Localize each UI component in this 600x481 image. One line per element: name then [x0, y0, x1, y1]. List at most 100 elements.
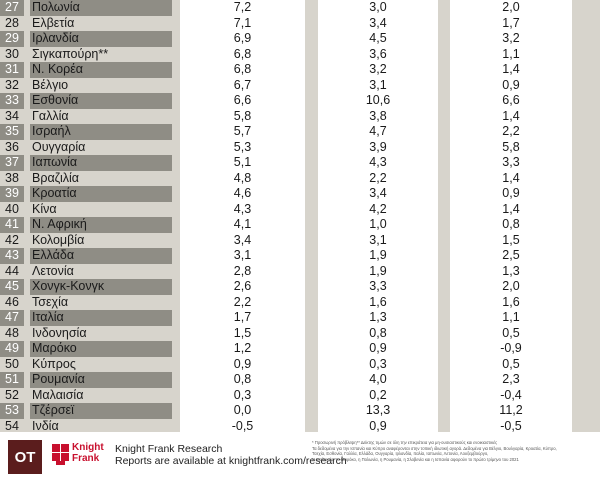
- value-2-cell: 1,9: [369, 263, 387, 278]
- value-1-cell: 4,1: [233, 217, 252, 231]
- table-row: 45 Χονγκ-Κονγκ 2,6 3,3 2,0: [0, 279, 600, 295]
- table-row: 31 Ν. Κορέα 6,8 3,2 1,4: [0, 62, 600, 78]
- table-row: 50 Κύπρος 0,9 0,3 0,5: [0, 357, 600, 373]
- table-row: 52 Μαλαισία 0,3 0,2 -0,4: [0, 388, 600, 404]
- value-2-cell: 1,9: [369, 248, 387, 262]
- rank-cell: 49: [0, 341, 24, 357]
- table-row: 30 Σιγκαπούρη** 6,8 3,6 1,1: [0, 47, 600, 63]
- value-3-cell: -0,5: [500, 418, 522, 433]
- value-1-cell: 5,3: [233, 139, 252, 154]
- value-3-cell: 0,5: [502, 356, 520, 371]
- table-row: 39 Κροατία 4,6 3,4 0,9: [0, 186, 600, 202]
- rank-cell: 52: [5, 387, 19, 402]
- value-1-cell: 1,2: [233, 341, 252, 355]
- value-1-cell: 3,1: [233, 248, 252, 262]
- value-3-cell: 1,1: [502, 46, 520, 61]
- value-3-cell: 2,0: [502, 0, 520, 14]
- value-3-cell: 5,8: [502, 139, 520, 154]
- country-cell: Ιρλανδία: [30, 31, 172, 47]
- knight-frank-mark-icon: [52, 444, 69, 465]
- value-3-cell: 1,4: [502, 108, 520, 123]
- reports-line: Reports are available at knightfrank.com…: [115, 455, 347, 467]
- value-2-cell: 3,3: [369, 279, 387, 293]
- value-2-cell: 1,0: [369, 217, 387, 231]
- value-1-cell: 0,8: [233, 372, 252, 386]
- value-1-cell: 5,1: [233, 155, 252, 169]
- value-1-cell: 1,5: [233, 325, 252, 340]
- value-1-cell: 5,7: [233, 124, 252, 138]
- value-1-cell: -0,5: [231, 418, 254, 433]
- country-cell: Κύπρος: [32, 356, 76, 371]
- column-stripe-1: [180, 0, 305, 432]
- country-cell: Τζέρσεϊ: [30, 403, 172, 419]
- rank-cell: 27: [0, 0, 24, 16]
- ot-logo: OT: [8, 440, 42, 474]
- value-2-cell: 3,1: [369, 77, 387, 92]
- value-1-cell: 6,6: [233, 93, 252, 107]
- rank-cell: 44: [5, 263, 19, 278]
- value-2-cell: 0,8: [369, 325, 387, 340]
- country-cell: Κροατία: [30, 186, 172, 202]
- rank-cell: 38: [5, 170, 19, 185]
- footnote-line: Τα δεδομένα για την Ισπανία και Κύπρο αν…: [312, 445, 557, 451]
- value-3-cell: 2,3: [502, 372, 520, 386]
- knight-frank-wordmark: Knight Frank: [72, 442, 104, 464]
- rank-cell: 31: [0, 62, 24, 78]
- value-1-cell: 2,6: [233, 279, 252, 293]
- country-cell: Κολομβία: [32, 232, 85, 247]
- footnote-line: * Προσωρινή πρόβλεψη** Δείκτης τιμών σε …: [312, 440, 498, 445]
- table-row: 53 Τζέρσεϊ 0,0 13,3 11,2: [0, 403, 600, 419]
- country-cell: Γαλλία: [32, 108, 69, 123]
- table-row: 51 Ρουμανία 0,8 4,0 2,3: [0, 372, 600, 388]
- value-3-cell: 1,3: [502, 263, 520, 278]
- country-cell: Ιταλία: [30, 310, 172, 326]
- country-cell: Ινδονησία: [32, 325, 87, 340]
- value-3-cell: 1,7: [502, 15, 520, 30]
- value-3-cell: 6,6: [502, 93, 520, 107]
- table-row: 34 Γαλλία 5,8 3,8 1,4: [0, 109, 600, 125]
- country-cell: Κίνα: [32, 201, 57, 216]
- country-cell: Σιγκαπούρη**: [32, 46, 109, 61]
- value-1-cell: 6,7: [233, 77, 252, 92]
- country-cell: Ελλάδα: [30, 248, 172, 264]
- rank-cell: 53: [0, 403, 24, 419]
- rank-cell: 48: [5, 325, 19, 340]
- rank-cell: 46: [5, 294, 19, 309]
- rank-cell: 50: [5, 356, 19, 371]
- value-3-cell: 3,2: [502, 31, 520, 45]
- table-row: 36 Ουγγαρία 5,3 3,9 5,8: [0, 140, 600, 156]
- table-row: 41 Ν. Αφρική 4,1 1,0 0,8: [0, 217, 600, 233]
- country-cell: Εσθονία: [30, 93, 172, 109]
- value-2-cell: 3,4: [369, 186, 387, 200]
- rank-cell: 41: [0, 217, 24, 233]
- value-3-cell: 0,9: [502, 186, 520, 200]
- table-row: 38 Βραζιλία 4,8 2,2 1,4: [0, 171, 600, 187]
- country-cell: Βραζιλία: [32, 170, 79, 185]
- table-row: 48 Ινδονησία 1,5 0,8 0,5: [0, 326, 600, 342]
- value-2-cell: 10,6: [365, 93, 391, 107]
- rank-cell: 32: [5, 77, 19, 92]
- research-link[interactable]: knightfrank.com/research: [228, 455, 347, 467]
- value-1-cell: 5,8: [233, 108, 252, 123]
- value-2-cell: 4,2: [369, 201, 387, 216]
- country-cell: Πολωνία: [30, 0, 172, 16]
- value-3-cell: 1,4: [502, 201, 520, 216]
- value-3-cell: 2,5: [502, 248, 520, 262]
- value-1-cell: 0,3: [233, 387, 252, 402]
- rank-cell: 33: [0, 93, 24, 109]
- value-1-cell: 4,6: [233, 186, 252, 200]
- table-row: 47 Ιταλία 1,7 1,3 1,1: [0, 310, 600, 326]
- value-1-cell: 2,2: [233, 294, 252, 309]
- footer: OT Knight Frank Knight Frank Research Re…: [0, 432, 600, 481]
- value-3-cell: 1,6: [502, 294, 520, 309]
- value-1-cell: 7,2: [233, 0, 252, 14]
- value-3-cell: -0,4: [500, 387, 522, 402]
- value-3-cell: 0,9: [502, 77, 520, 92]
- value-1-cell: 0,9: [233, 356, 252, 371]
- rank-cell: 47: [0, 310, 24, 326]
- country-cell: Ν. Αφρική: [30, 217, 172, 233]
- value-2-cell: 3,9: [369, 139, 387, 154]
- value-3-cell: 1,4: [502, 170, 520, 185]
- footnote-line: Η Μαλαισία, το Μαρόκο, η Πολωνία, η Ρουμ…: [312, 456, 519, 462]
- value-2-cell: 3,2: [369, 62, 387, 76]
